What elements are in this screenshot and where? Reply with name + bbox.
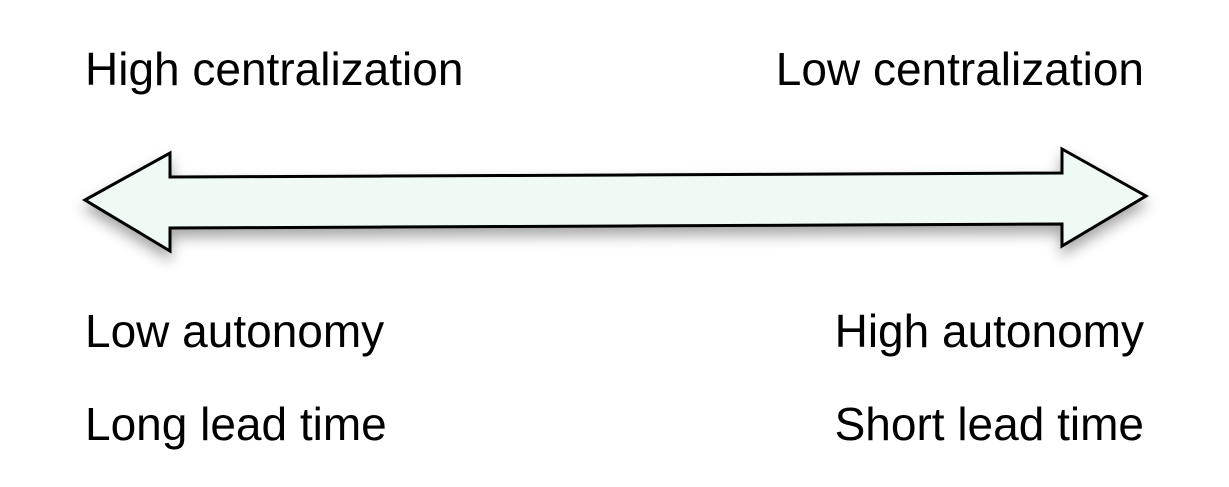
arrow-shape <box>81 146 1150 254</box>
low-centralization-label: Low centralization <box>775 43 1144 95</box>
long-lead-time-label: Long lead time <box>85 398 387 450</box>
high-centralization-label: High centralization <box>85 43 464 95</box>
high-autonomy-label: High autonomy <box>834 305 1144 357</box>
low-autonomy-label: Low autonomy <box>85 305 385 357</box>
short-lead-time-label: Short lead time <box>834 398 1144 450</box>
